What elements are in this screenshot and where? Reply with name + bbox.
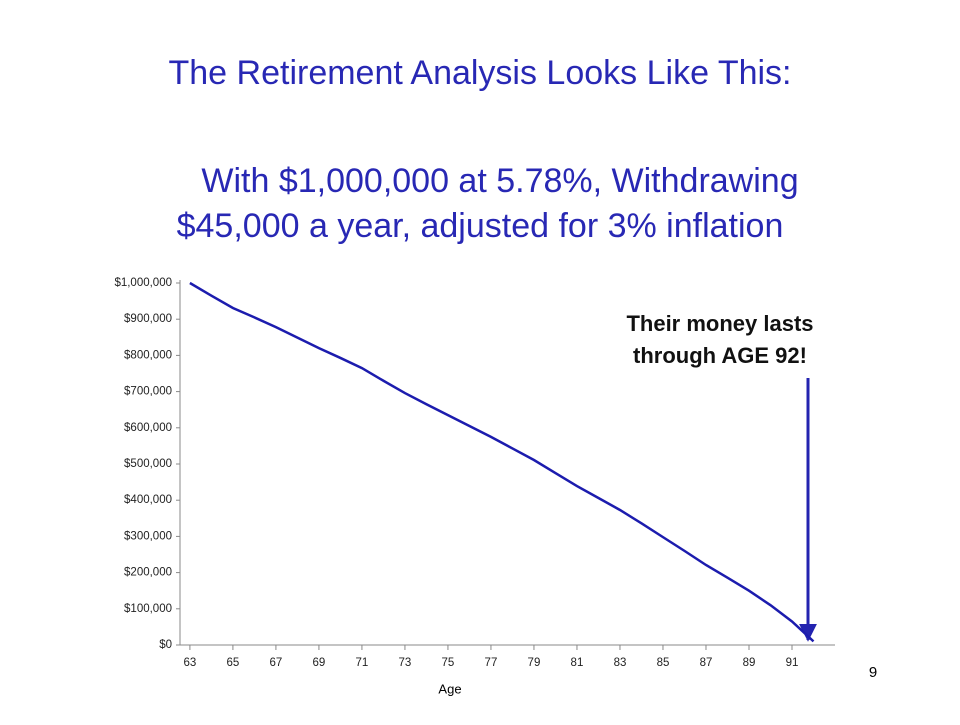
y-tick-label: $200,000 [124, 567, 172, 579]
x-tick-label: 83 [614, 657, 627, 669]
x-tick-label: 87 [700, 657, 713, 669]
y-tick-label: $700,000 [124, 386, 172, 398]
x-tick-label: 79 [528, 657, 541, 669]
x-tick-label: 67 [270, 657, 283, 669]
page-number: 9 [869, 664, 877, 681]
x-tick-label: 85 [657, 657, 670, 669]
x-axis-label: Age [438, 681, 461, 696]
x-tick-label: 91 [786, 657, 799, 669]
y-tick-label: $0 [159, 639, 172, 651]
annotation: through AGE 92! [633, 343, 807, 368]
x-tick-label: 69 [313, 657, 326, 669]
y-tick-label: $800,000 [124, 349, 172, 361]
y-tick-label: $500,000 [124, 458, 172, 470]
x-tick-label: 81 [571, 657, 584, 669]
x-tick-label: 75 [442, 657, 455, 669]
x-tick-label: 89 [743, 657, 756, 669]
x-tick-label: 63 [184, 657, 197, 669]
x-tick-label: 71 [356, 657, 369, 669]
y-tick-label: $300,000 [124, 530, 172, 542]
annotation: Their money lasts [626, 311, 813, 336]
y-tick-label: $900,000 [124, 313, 172, 325]
y-tick-label: $1,000,000 [114, 277, 172, 289]
chart-title: The Retirement Analysis Looks Like This: [169, 54, 792, 92]
x-tick-label: 65 [227, 657, 240, 669]
x-tick-label: 77 [485, 657, 498, 669]
y-tick-label: $400,000 [124, 494, 172, 506]
x-tick-label: 73 [399, 657, 412, 669]
subtitle: With $1,000,000 at 5.78%, Withdrawing [201, 162, 798, 200]
y-tick-label: $600,000 [124, 422, 172, 434]
subtitle: $45,000 a year, adjusted for 3% inflatio… [177, 207, 784, 245]
y-tick-label: $100,000 [124, 603, 172, 615]
line [189, 281, 815, 643]
